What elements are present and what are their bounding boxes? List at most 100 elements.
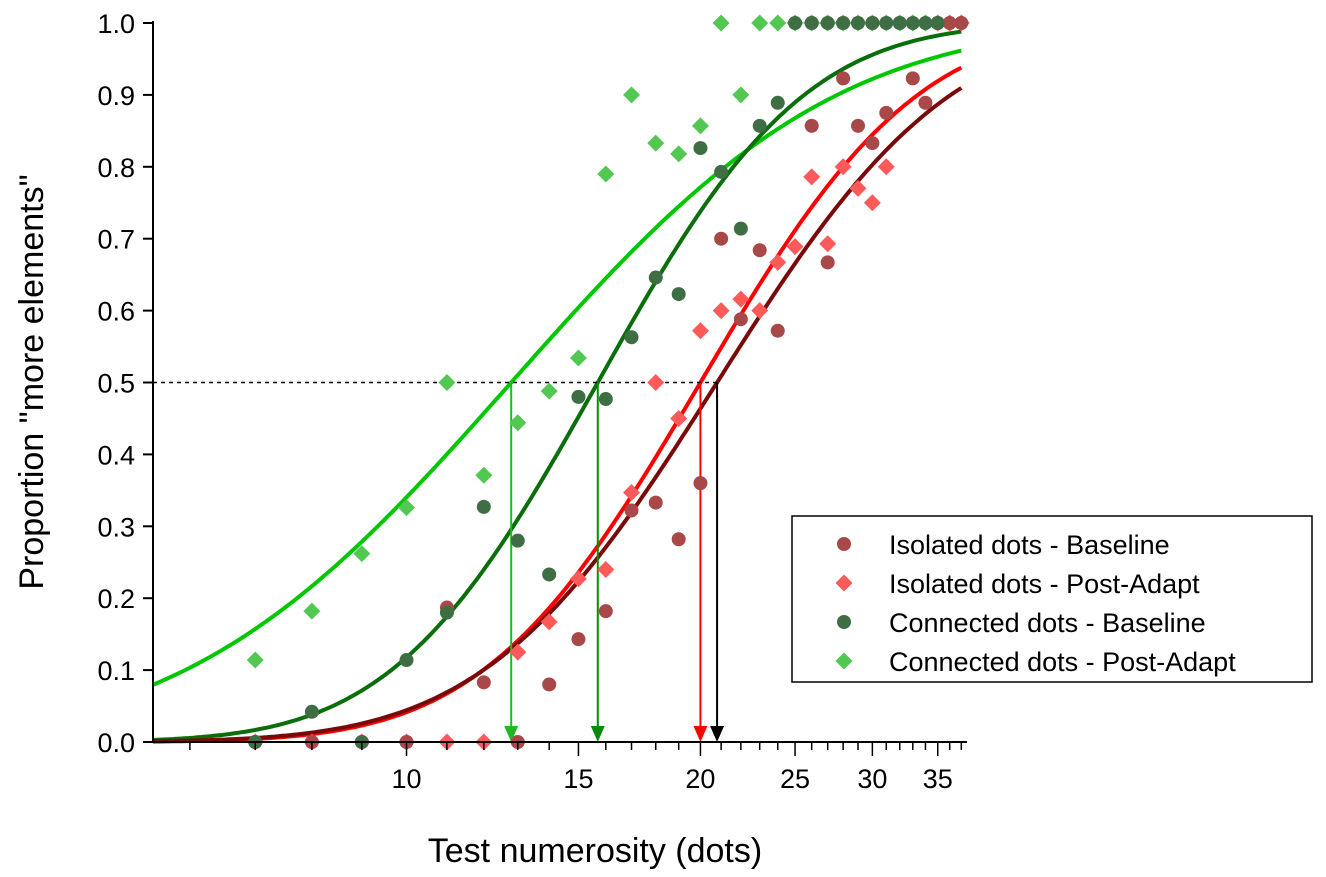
data-point-s3-14 <box>693 141 708 156</box>
data-point-s4-14 <box>691 117 709 135</box>
data-point-s3-6 <box>476 499 491 514</box>
data-point-s1-14 <box>693 476 708 491</box>
x-tick-label-3: 25 <box>780 764 810 794</box>
data-point-s3-9 <box>571 389 586 404</box>
y-tick-label-10: 1.0 <box>97 9 135 39</box>
y-tick-label-7: 0.7 <box>97 225 135 255</box>
data-point-s1-18 <box>770 323 785 338</box>
data-point-s4-3 <box>353 545 371 563</box>
y-tick-label-4: 0.4 <box>97 440 135 470</box>
data-point-s3-8 <box>542 567 557 582</box>
legend-label-3: Connected dots - Baseline <box>889 608 1206 638</box>
data-point-s2-17 <box>751 302 769 320</box>
data-point-s3-10 <box>598 392 613 407</box>
data-point-s3-17 <box>752 118 767 133</box>
data-point-s3-27 <box>905 16 920 30</box>
data-point-s2-13 <box>670 409 688 427</box>
x-tick-label-2: 20 <box>685 764 715 794</box>
data-point-s3-28 <box>918 16 933 30</box>
data-point-s4-15 <box>712 14 730 32</box>
pse-arrow-head-2 <box>693 726 708 742</box>
data-point-s1-25 <box>905 71 920 86</box>
data-point-s4-1 <box>246 651 264 669</box>
data-point-s2-19 <box>786 238 804 256</box>
data-points <box>246 14 970 751</box>
data-point-s2-24 <box>863 194 881 212</box>
data-point-s2-10 <box>597 560 615 578</box>
pse-arrow-head-3 <box>590 726 605 742</box>
data-point-s2-11 <box>623 484 641 502</box>
data-point-s3-16 <box>733 221 748 236</box>
data-point-s1-17 <box>752 243 767 258</box>
data-point-s4-2 <box>303 602 321 620</box>
data-point-s2-16 <box>732 290 750 308</box>
data-point-s2-9 <box>569 570 587 588</box>
data-point-s1-24 <box>879 105 894 120</box>
data-point-s1-33 <box>954 16 969 30</box>
legend-label-1: Isolated dots - Baseline <box>889 530 1170 560</box>
data-point-s4-6 <box>475 466 493 484</box>
data-point-s4-5 <box>438 374 456 391</box>
data-point-s2-18 <box>769 253 787 271</box>
fit-curve-3 <box>152 29 962 742</box>
legend: Isolated dots - Baseline Isolated dots - … <box>791 515 1313 683</box>
data-point-s3-11 <box>624 330 639 345</box>
data-point-s2-21 <box>819 235 837 253</box>
data-point-s3-25 <box>879 16 894 30</box>
data-point-s3-26 <box>892 16 907 30</box>
data-point-s2-8 <box>540 613 558 631</box>
data-point-s1-12 <box>648 495 663 510</box>
data-point-s1-10 <box>598 604 613 619</box>
data-point-s2-20 <box>803 168 821 186</box>
y-tick-label-2: 0.2 <box>97 584 135 614</box>
data-point-s1-23 <box>865 136 880 151</box>
data-point-s3-19 <box>788 16 803 30</box>
data-point-s1-22 <box>851 118 866 133</box>
data-point-s1-11 <box>624 503 639 518</box>
fit-curves <box>152 29 963 744</box>
data-point-s3-21 <box>820 16 835 30</box>
data-point-s3-23 <box>851 16 866 30</box>
pse-arrow-head-4 <box>504 726 519 742</box>
data-point-s3-18 <box>770 95 785 110</box>
data-point-s1-32 <box>942 16 957 30</box>
data-point-s4-11 <box>623 86 641 104</box>
y-tick-label-5: 0.5 <box>97 369 135 399</box>
data-point-s1-13 <box>671 532 686 547</box>
data-point-s1-20 <box>820 255 835 270</box>
data-point-s4-4 <box>398 499 416 517</box>
y-tick-label-8: 0.8 <box>97 153 135 183</box>
legend-marker-1 <box>837 537 851 551</box>
data-point-s4-18 <box>769 14 787 32</box>
legend-marker-4 <box>835 652 853 670</box>
data-point-s4-7 <box>509 414 527 432</box>
y-tick-label-9: 0.9 <box>97 81 135 111</box>
fit-curve-1 <box>152 86 963 744</box>
data-point-s3-20 <box>804 16 819 30</box>
data-point-s4-12 <box>647 134 665 152</box>
y-tick-label-1: 0.1 <box>97 656 135 686</box>
legend-label-2: Isolated dots - Post-Adapt <box>889 569 1200 599</box>
data-point-s1-15 <box>714 231 729 246</box>
data-point-s4-9 <box>569 349 587 367</box>
x-axis-title: Test numerosity (dots) <box>428 832 762 870</box>
data-point-s2-15 <box>712 302 730 320</box>
fit-curve-4 <box>152 48 962 687</box>
data-point-s3-24 <box>865 16 880 30</box>
data-point-s2-12 <box>647 374 665 391</box>
data-point-s1-9 <box>571 632 586 647</box>
data-point-s2-7 <box>509 643 527 661</box>
x-tick-label-0: 10 <box>391 764 421 794</box>
x-tick-label-1: 15 <box>563 764 593 794</box>
data-point-s3-5 <box>439 605 454 620</box>
data-point-s3-2 <box>304 704 319 719</box>
data-point-s2-25 <box>877 158 895 176</box>
data-point-s2-23 <box>849 179 867 197</box>
pse-arrows <box>153 381 725 742</box>
data-point-s1-6 <box>476 675 491 690</box>
x-tick-label-4: 30 <box>857 764 887 794</box>
legend-box <box>791 515 1313 683</box>
pse-arrow-head-1 <box>710 726 725 742</box>
data-point-s4-17 <box>751 14 769 32</box>
data-point-s2-14 <box>691 322 709 340</box>
